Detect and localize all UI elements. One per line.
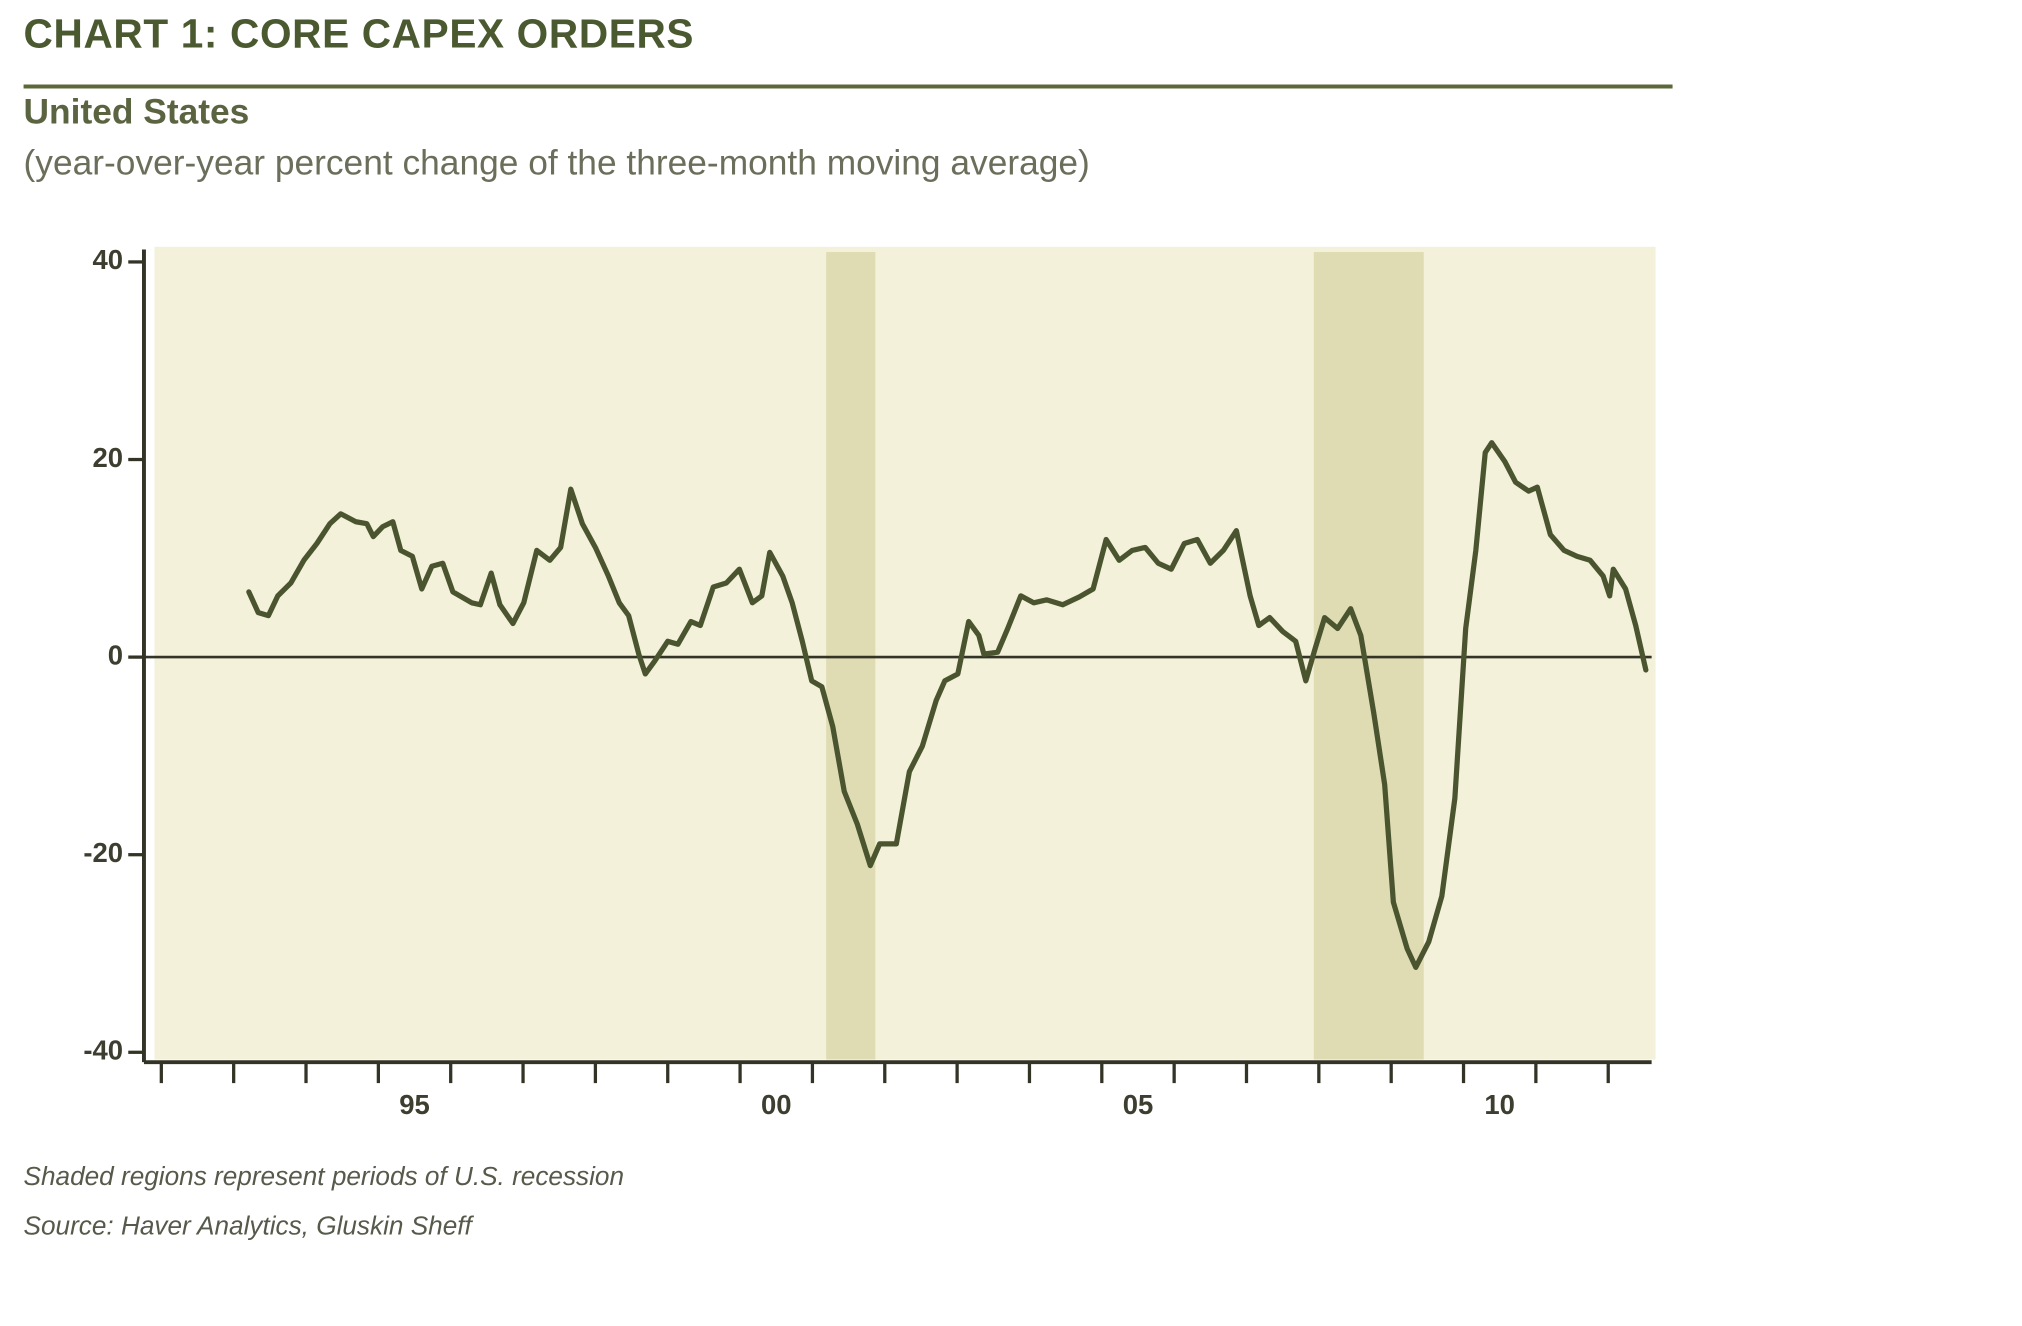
plot-area: -40 -20 0 20 40 95 00 05 10 <box>83 244 1656 1120</box>
x-tick-label: 00 <box>761 1089 792 1120</box>
y-axis-label: (year-over-year percent change of the th… <box>24 143 1090 182</box>
chart-subtitle: United States <box>24 92 250 131</box>
series-line <box>246 440 1649 970</box>
y-tick-label: 0 <box>108 639 123 670</box>
y-tick-label: -40 <box>83 1035 123 1066</box>
x-tick-label: 10 <box>1484 1089 1515 1120</box>
source: Source: Haver Analytics, Gluskin Sheff <box>24 1211 475 1241</box>
note: Shaded regions represent periods of U.S.… <box>24 1161 624 1191</box>
y-tick-label: 40 <box>92 244 123 275</box>
y-tick-label: -20 <box>83 837 123 868</box>
chart-title: CHART 1: CORE CAPEX ORDERS <box>24 10 695 56</box>
x-tick-label: 05 <box>1123 1089 1154 1120</box>
y-tick-label: 20 <box>92 442 123 473</box>
x-tick-label: 95 <box>399 1089 430 1120</box>
